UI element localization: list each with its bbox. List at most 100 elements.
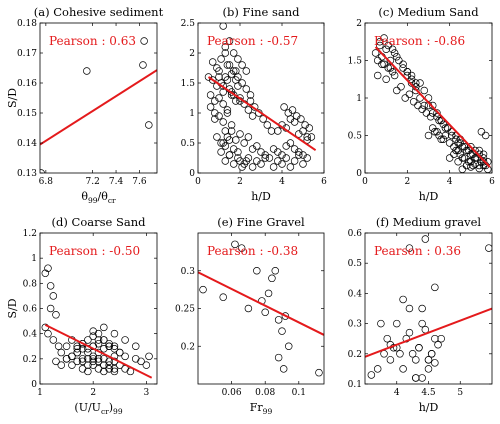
data-point	[100, 355, 108, 363]
data-point	[206, 103, 215, 111]
data-point	[427, 350, 436, 358]
data-point	[110, 342, 119, 351]
x-tick-label: 7.4	[109, 177, 124, 187]
y-tick-label: 1	[189, 109, 195, 119]
data-point	[238, 163, 246, 171]
y-tick-label: 0.4	[348, 289, 363, 299]
y-tick-label: 0	[356, 169, 362, 179]
panel-2: (b) Fine sand 0 2 4 6 0 0.5 1 1.5 2 2.5 h/D Pearson …	[181, 5, 327, 203]
data-point	[390, 49, 399, 57]
x-axis-label: h/D	[419, 401, 439, 414]
data-point	[57, 348, 66, 357]
data-point	[403, 67, 412, 76]
data-point	[443, 124, 452, 132]
data-point	[225, 61, 234, 69]
data-point	[78, 339, 87, 348]
data-point	[420, 101, 429, 110]
data-point	[264, 289, 273, 298]
data-point	[386, 64, 395, 72]
y-tick-label: 0.1	[348, 380, 362, 390]
data-point	[219, 82, 227, 90]
data-point	[52, 311, 60, 319]
data-point	[263, 121, 272, 129]
data-point	[131, 355, 140, 363]
data-point	[223, 76, 232, 84]
data-point	[84, 367, 92, 376]
data-point	[89, 352, 97, 361]
data-point	[227, 88, 236, 96]
data-point	[94, 355, 103, 363]
data-point	[407, 79, 416, 87]
data-point	[62, 342, 71, 351]
y-tick-label: 0.18	[17, 19, 37, 29]
data-point	[373, 365, 382, 373]
data-point	[399, 60, 407, 68]
x-tick-label: 0.06	[222, 388, 242, 398]
data-point	[424, 131, 433, 140]
data-point	[274, 353, 283, 362]
y-tick-label: 0.13	[17, 169, 37, 179]
data-point	[452, 146, 460, 155]
data-point	[78, 345, 87, 353]
data-point	[89, 361, 97, 369]
data-point	[373, 71, 382, 80]
data-point	[380, 34, 388, 42]
data-point	[248, 112, 257, 120]
x-axis-label: h/D	[419, 190, 439, 203]
data-point	[284, 342, 293, 351]
data-point	[231, 240, 239, 249]
data-point	[274, 127, 282, 135]
data-point	[227, 121, 236, 129]
data-point	[278, 327, 286, 335]
data-point	[110, 329, 119, 338]
panel-6: (f) Medium gravel 4 4.5 5 0.1 0.2 0.3 0.4 0.5 0.6…	[348, 215, 493, 414]
data-point	[84, 348, 92, 357]
panel-title: (b) Fine sand	[222, 5, 300, 19]
data-point	[401, 94, 409, 102]
data-point	[377, 319, 385, 328]
data-point	[94, 336, 103, 344]
data-point	[271, 267, 280, 275]
data-point	[399, 365, 407, 373]
data-point	[454, 146, 462, 155]
data-point	[223, 61, 232, 69]
data-point	[100, 336, 108, 344]
y-tick-label: 0	[31, 380, 37, 390]
data-point	[68, 361, 76, 369]
fit-line	[198, 271, 324, 336]
data-point	[46, 304, 55, 313]
data-point	[219, 293, 227, 301]
data-point	[456, 139, 465, 147]
x-axis-label: h/D	[251, 190, 271, 203]
y-tick-label: 0.17	[17, 49, 37, 59]
data-point	[484, 165, 492, 173]
data-point	[479, 150, 488, 159]
x-tick-label: 2	[237, 177, 243, 187]
data-point	[434, 340, 442, 349]
data-point	[383, 334, 391, 343]
fit-line	[44, 323, 153, 379]
data-point	[414, 101, 422, 110]
x-tick-label: 2	[404, 177, 410, 187]
y-tick-label: 1.5	[181, 79, 196, 89]
data-point	[431, 283, 439, 292]
data-point	[435, 116, 443, 125]
data-point	[267, 127, 276, 135]
data-point	[439, 120, 448, 128]
data-point	[418, 319, 426, 328]
data-point	[253, 267, 261, 275]
pearson-annotation: Pearson : -0.38	[207, 244, 298, 258]
data-point	[57, 361, 66, 369]
data-point	[219, 100, 227, 108]
data-point	[380, 60, 388, 68]
data-point	[41, 269, 50, 278]
x-tick-label: 0	[362, 177, 368, 187]
data-point	[244, 304, 253, 313]
x-tick-label: 4	[447, 177, 453, 187]
data-point	[121, 352, 129, 361]
data-point	[454, 158, 462, 166]
scatter-points	[371, 34, 492, 173]
data-point	[412, 374, 420, 382]
data-point	[215, 94, 223, 102]
data-point	[238, 79, 246, 87]
